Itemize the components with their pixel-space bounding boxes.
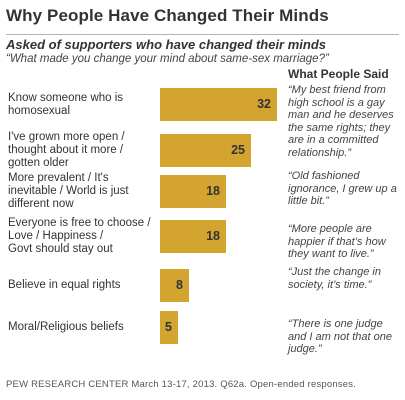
category-label: Moral/Religious beliefs [8, 321, 158, 334]
category-label-line: Everyone is free to choose / [8, 217, 151, 229]
respondent-quote: “More people are happier if that’s how t… [288, 223, 386, 260]
bar-value-label: 5 [165, 319, 172, 334]
respondent-quote: “Just the change in society, it’s time.” [288, 266, 381, 291]
category-label: Everyone is free to choose / Love / Happi… [8, 217, 158, 256]
chart-subtitle: Asked of supporters who have changed the… [6, 37, 327, 52]
bar [160, 175, 226, 208]
source-note: PEW RESEARCH CENTER March 13-17, 2013. Q… [6, 379, 357, 390]
category-label-line: inevitable / World is just [8, 185, 129, 197]
category-label-line: Moral/Religious beliefs [8, 321, 124, 333]
bar-value-label: 8 [176, 277, 183, 292]
category-label: I've grown more open / thought about it m… [8, 131, 158, 170]
category-label-line: I've grown more open / [8, 131, 125, 143]
category-label: More prevalent / It's inevitable / World … [8, 172, 158, 211]
category-label: Believe in equal rights [8, 279, 158, 292]
category-label-line: different now [8, 198, 74, 210]
bar-value-label: 25 [231, 142, 245, 157]
bar-value-label: 18 [206, 228, 220, 243]
quotes-header: What People Said [288, 67, 389, 81]
bar-value-label: 18 [206, 183, 220, 198]
chart-title: Why People Have Changed Their Minds [6, 6, 329, 25]
bar [160, 269, 189, 302]
survey-question: “What made you change your mind about sa… [6, 53, 329, 65]
respondent-quote: “My best friend from high school is a ga… [288, 84, 394, 159]
bar [160, 88, 277, 121]
category-label-line: gotten older [8, 157, 69, 169]
bar-value-label: 32 [257, 96, 271, 111]
bar [160, 220, 226, 253]
bar [160, 311, 178, 344]
title-divider [6, 34, 399, 35]
category-label: Know someone who is homosexual [8, 92, 158, 118]
category-label-line: Govt should stay out [8, 243, 113, 255]
category-label-line: Love / Happiness / [8, 230, 104, 242]
category-label-line: Know someone who is [8, 91, 124, 104]
category-label-line: Believe in equal rights [8, 279, 121, 291]
bar [160, 134, 251, 167]
respondent-quote: “Old fashioned ignorance, I grew up a li… [288, 170, 397, 207]
category-label-line: homosexual [8, 104, 71, 117]
category-label-line: thought about it more / [8, 144, 124, 156]
category-label-line: More prevalent / It's [8, 172, 109, 184]
respondent-quote: “There is one judge and I am not that on… [288, 318, 392, 355]
